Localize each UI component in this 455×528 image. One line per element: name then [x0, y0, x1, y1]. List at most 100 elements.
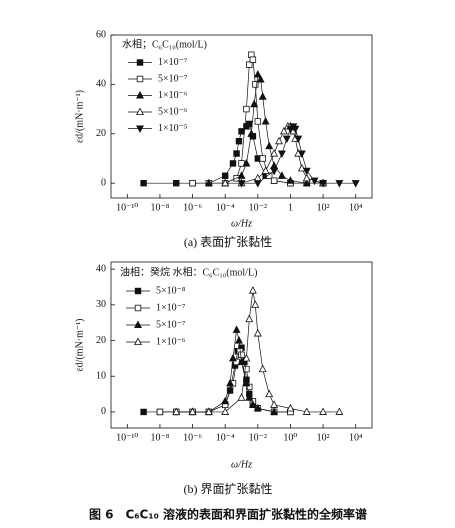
- legend-title: 油相：癸烷 水相：C₆C₁₀(mol/L): [120, 265, 257, 278]
- marker: [237, 357, 246, 365]
- marker: [277, 150, 286, 159]
- marker: [266, 172, 273, 179]
- legend-label: 5×10⁻⁸: [156, 285, 186, 296]
- marker: [258, 92, 267, 100]
- y-tick-label: 10: [96, 371, 106, 382]
- marker: [286, 403, 295, 412]
- marker: [294, 135, 303, 144]
- marker: [270, 167, 279, 176]
- marker: [247, 129, 256, 137]
- marker: [235, 137, 243, 145]
- legend-title: 水相；C₆C₁₀(mol/L): [122, 37, 207, 50]
- x-axis-label: ω/Hz: [231, 459, 252, 470]
- marker: [246, 120, 253, 128]
- legend-label: 5×10⁻⁶: [158, 106, 188, 117]
- marker: [253, 180, 262, 188]
- marker: [253, 403, 262, 412]
- marker: [270, 177, 278, 184]
- marker: [302, 178, 311, 187]
- figure-caption: 图 6 C₆C₁₀ 溶液的表面和界面扩张黏性的全频率谱: [89, 507, 367, 522]
- legend-marker: [134, 287, 142, 295]
- marker: [243, 365, 250, 373]
- marker: [243, 105, 250, 113]
- marker: [297, 150, 306, 159]
- marker: [248, 400, 257, 408]
- marker: [258, 364, 267, 373]
- x-tick-label: 10⁻⁸: [151, 202, 170, 213]
- legend-marker: [134, 304, 142, 312]
- legend-marker: [136, 125, 144, 133]
- y-axis-label: εd/(mN·m⁻¹): [74, 318, 85, 371]
- legend-marker: [136, 107, 144, 116]
- chart-caption: (a) 表面扩张黏性: [184, 235, 272, 249]
- x-tick-label: 10⁴: [349, 202, 363, 213]
- marker: [156, 408, 164, 416]
- x-tick-label: 10⁻⁶: [183, 432, 202, 443]
- marker: [261, 166, 270, 174]
- marker: [245, 393, 254, 401]
- x-tick-label: 10⁻⁴: [216, 202, 235, 213]
- marker: [232, 325, 241, 333]
- x-tick-label: 10²: [317, 432, 330, 443]
- marker: [250, 99, 259, 108]
- y-tick-label: 20: [96, 128, 106, 139]
- marker: [275, 136, 283, 145]
- marker: [237, 171, 246, 179]
- y-tick-label: 0: [101, 177, 106, 188]
- marker: [251, 300, 260, 308]
- x-tick-label: 10²: [317, 202, 330, 213]
- marker: [238, 351, 245, 359]
- legend-marker: [136, 75, 144, 83]
- legend-label: 1×10⁻⁶: [156, 336, 186, 347]
- x-tick-label: 10⁻⁴: [216, 432, 235, 443]
- legend-label: 1×10⁻⁷: [158, 57, 188, 68]
- marker: [221, 172, 229, 179]
- y-tick-label: 40: [96, 263, 106, 274]
- marker: [319, 180, 328, 188]
- marker: [242, 353, 251, 362]
- legend-label: 1×10⁻⁵: [158, 123, 187, 134]
- marker: [253, 328, 262, 337]
- marker: [310, 177, 319, 186]
- marker: [302, 173, 311, 182]
- marker: [253, 173, 262, 182]
- legend-marker: [134, 320, 142, 329]
- legend-label: 1×10⁻⁶: [158, 90, 188, 101]
- y-axis-label: εd/(mN·m⁻¹): [74, 90, 85, 143]
- legend-label: 5×10⁻⁷: [156, 319, 186, 330]
- legend-label: 5×10⁻⁷: [158, 73, 188, 84]
- x-tick-label: 10⁻²: [249, 202, 267, 213]
- marker: [277, 171, 286, 179]
- marker: [248, 286, 257, 294]
- marker: [302, 407, 311, 415]
- marker: [246, 61, 253, 68]
- y-tick-label: 0: [101, 406, 106, 417]
- marker: [252, 81, 259, 88]
- marker: [204, 407, 213, 415]
- y-tick-label: 20: [96, 335, 106, 346]
- plot-frame: [110, 34, 373, 199]
- marker: [256, 74, 265, 83]
- series-line: [208, 73, 324, 184]
- x-tick-label: 10⁻⁸: [151, 432, 170, 443]
- marker: [237, 180, 246, 188]
- marker: [221, 407, 230, 415]
- marker: [291, 125, 300, 134]
- marker: [229, 353, 237, 362]
- marker: [242, 378, 251, 387]
- legend-label: 1×10⁻⁷: [156, 302, 186, 313]
- marker: [140, 179, 147, 187]
- marker: [279, 126, 288, 135]
- chart-caption: (b) 界面扩张黏性: [184, 482, 273, 496]
- marker: [351, 180, 360, 188]
- marker: [172, 407, 181, 415]
- y-tick-label: 40: [96, 79, 106, 90]
- x-tick-label: 10⁴: [349, 432, 363, 443]
- marker: [246, 383, 253, 391]
- marker: [335, 180, 344, 188]
- marker: [335, 407, 344, 415]
- x-tick-label: 10⁻⁶: [183, 202, 202, 213]
- marker: [319, 407, 328, 415]
- marker: [221, 178, 230, 187]
